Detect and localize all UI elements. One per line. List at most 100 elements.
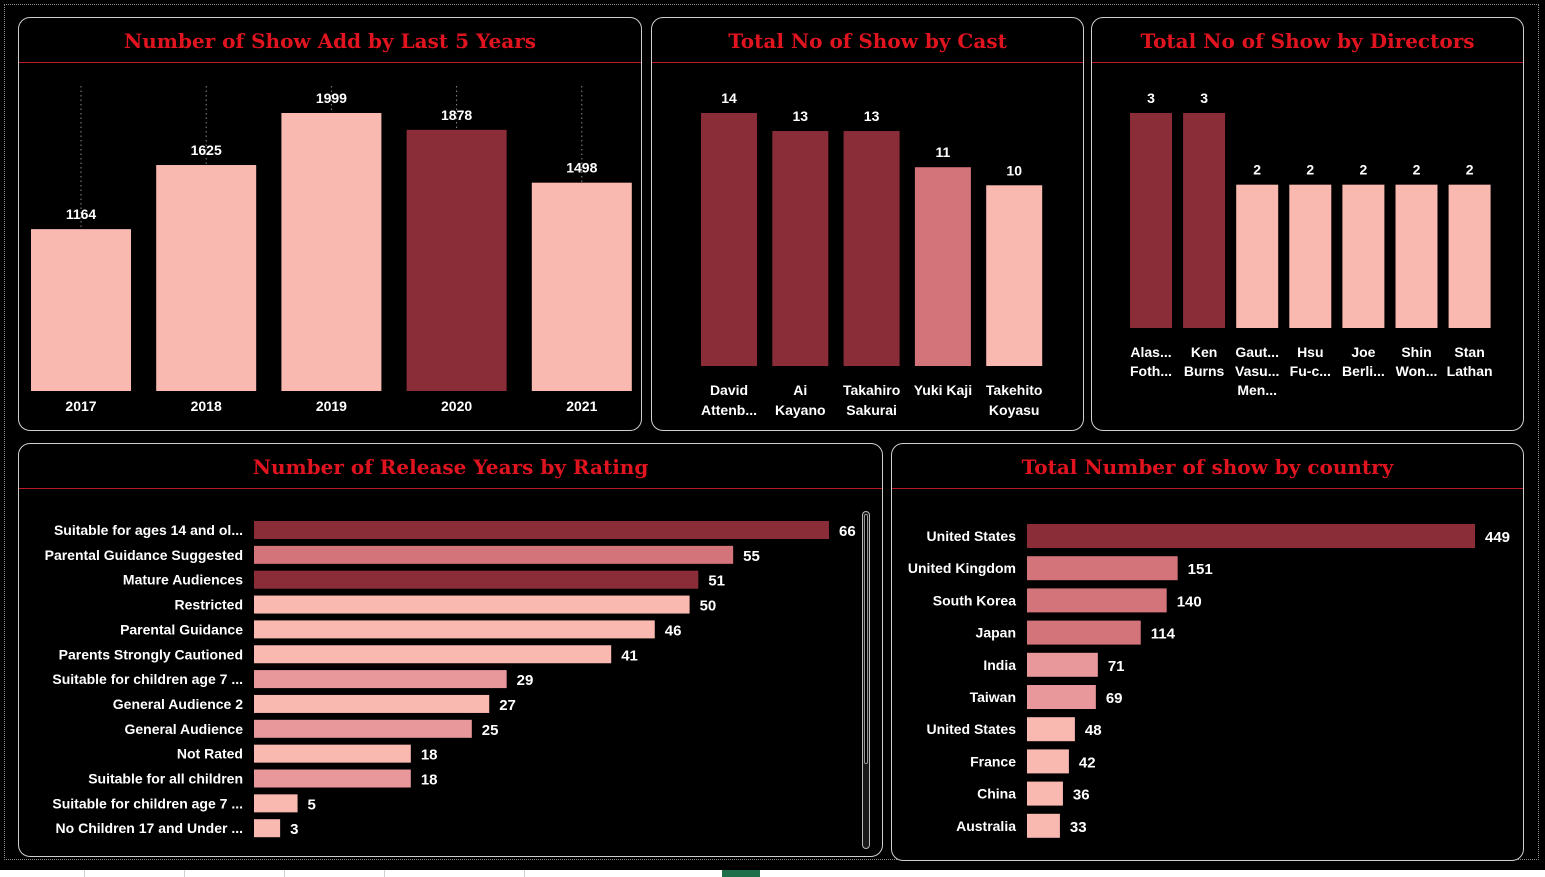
directors-panel-title: Total No of Show by Directors [1140,29,1475,53]
data-label: 3 [1147,90,1155,106]
category-label: Lathan [1447,363,1493,379]
years-bar-chart[interactable]: 1164 2017 1625 2018 1999 2019 1878 2020 1498 2021 [19,18,642,431]
bar [531,182,632,391]
category-label: Attenb... [701,402,757,418]
category-label: China [977,786,1016,802]
category-label: Takehito [986,382,1043,398]
cast-panel-title: Total No of Show by Cast [728,29,1007,53]
bar [1027,556,1178,581]
category-label: Hsu [1297,344,1323,360]
bar [254,744,411,763]
data-label: 114 [1151,626,1176,643]
category-label: Burns [1184,363,1225,379]
category-label: Yuki Kaji [914,382,972,398]
cast-panel[interactable]: Total No of Show by Cast 14 David Attenb..… [651,17,1084,431]
data-label: 140 [1177,593,1202,610]
directors-title-divider [1092,62,1523,63]
data-label: 2 [1466,162,1474,178]
sheet-tab[interactable] [284,870,385,877]
category-label: General Audience [124,721,243,737]
bar [254,595,690,614]
years-title-divider [19,62,641,63]
data-label: 2 [1253,162,1261,178]
bar [281,113,382,391]
bar [1236,184,1279,328]
category-label: 2018 [191,398,222,414]
country-panel-title: Total Number of show by country [1021,455,1394,479]
category-label: Australia [956,818,1016,834]
cast-bar-chart[interactable]: 14 David Attenb... 13 Ai Kayano 13 Takahiro Saku… [652,18,1084,431]
category-label: Not Rated [177,746,243,762]
sheet-tab-active[interactable] [722,870,760,877]
bar [156,165,257,391]
bar [1183,113,1226,328]
bar [254,694,490,713]
country-bar-chart[interactable]: United States 449 United Kingdom 151 South K… [892,444,1524,861]
years-panel-title: Number of Show Add by Last 5 Years [123,29,536,53]
category-label: Fu-c... [1290,363,1331,379]
data-label: 13 [864,108,880,124]
data-label: 2 [1413,162,1421,178]
bar [254,794,298,813]
bar [1027,749,1069,774]
bar [1289,184,1332,328]
data-label: 1164 [66,206,97,222]
category-label: Gaut... [1235,344,1279,360]
data-label: 14 [721,90,737,106]
category-label: Sakurai [846,402,897,418]
rating-scrollbar-thumb[interactable] [864,514,868,764]
data-label: 3 [290,821,298,838]
category-label: Parents Strongly Cautioned [59,646,243,662]
data-label: 5 [308,796,316,813]
bar [254,570,699,589]
directors-bar-chart[interactable]: 3 Alas... Foth... 3 Ken Burns 2 Gaut... Vasu... M… [1092,18,1524,431]
rating-panel-title: Number of Release Years by Rating [252,455,649,479]
directors-panel[interactable]: Total No of Show by Directors 3 Alas... Fo… [1091,17,1524,431]
sheet-tab[interactable] [184,870,285,877]
bar [1027,813,1060,838]
data-label: 51 [708,573,725,590]
data-label: 36 [1073,787,1090,804]
bar [772,131,829,366]
rating-scrollbar[interactable] [862,511,870,849]
data-label: 25 [482,722,499,739]
category-label: Parental Guidance [120,621,243,637]
country-panel[interactable]: Total Number of show by country United S… [891,443,1524,861]
data-label: 151 [1188,561,1213,578]
category-label: Suitable for children age 7 ... [52,795,243,811]
years-panel[interactable]: Number of Show Add by Last 5 Years 1164 2… [18,17,642,431]
category-label: Suitable for all children [88,771,243,787]
category-label: Berli... [1342,363,1385,379]
category-label: Suitable for children age 7 ... [52,671,243,687]
category-label: Parental Guidance Suggested [45,547,243,563]
rating-bar-chart[interactable]: Suitable for ages 14 and ol... 66 Parental… [19,444,883,857]
category-label: Takahiro [843,382,900,398]
data-label: 48 [1085,722,1102,739]
bar [843,131,900,366]
data-label: 66 [839,523,856,540]
bar [254,620,655,639]
sheet-tab[interactable] [0,870,85,877]
rating-panel[interactable]: Number of Release Years by Rating Suitab… [18,443,883,857]
bar [1027,620,1141,645]
sheet-tab[interactable] [84,870,185,877]
sheet-tab[interactable] [384,870,525,877]
category-label: Suitable for ages 14 and ol... [54,522,243,538]
data-label: 18 [421,772,438,789]
report-canvas-frame [4,4,1539,860]
category-label: Japan [976,625,1016,641]
data-label: 55 [743,548,760,565]
category-label: Kayano [775,402,826,418]
bar [254,645,612,664]
category-label: No Children 17 and Under ... [56,820,243,836]
category-label: Mature Audiences [123,572,243,588]
bar [986,185,1043,366]
category-label: Ken [1191,344,1217,360]
data-label: 1878 [441,107,472,123]
category-label: Restricted [175,597,243,613]
category-label: Shin [1401,344,1431,360]
category-label: Stan [1454,344,1484,360]
bar [254,819,281,838]
category-label: United States [927,528,1017,544]
data-label: 18 [421,747,438,764]
